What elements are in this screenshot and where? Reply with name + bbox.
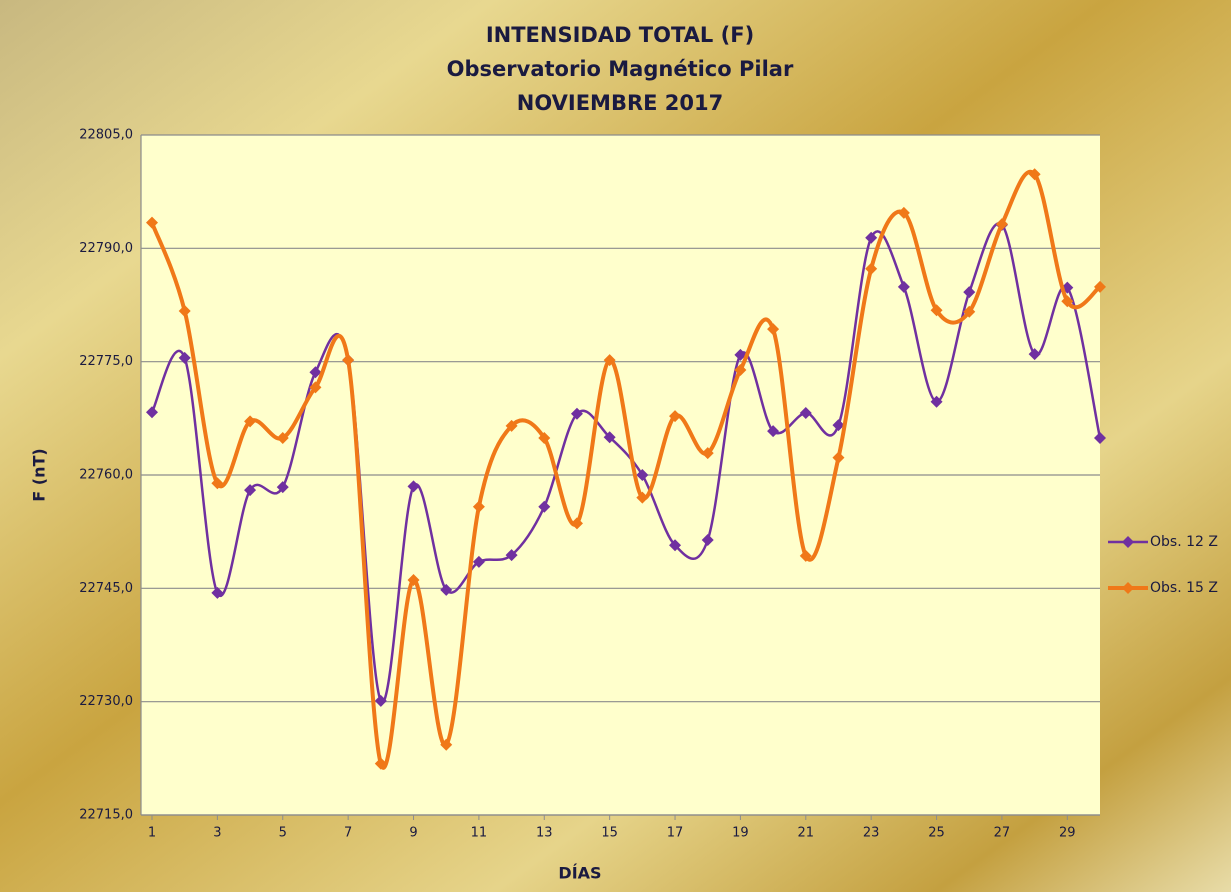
data-point (407, 480, 420, 493)
x-tick-label: 15 (601, 826, 618, 841)
y-tick-label: 22775,0 (79, 354, 133, 369)
x-tick-label: 7 (344, 826, 352, 841)
data-point (832, 419, 845, 432)
y-tick-label: 22730,0 (79, 694, 133, 709)
data-point (701, 533, 714, 546)
data-point (799, 549, 812, 562)
data-point (995, 218, 1008, 231)
data-point (636, 491, 649, 504)
data-point (244, 415, 257, 428)
data-point (538, 500, 551, 513)
y-tick-label: 22790,0 (79, 241, 133, 256)
y-tick-label: 22760,0 (79, 468, 133, 483)
y-tick-label: 22715,0 (79, 808, 133, 823)
y-tick-label: 22805,0 (79, 128, 133, 143)
data-point (570, 517, 583, 530)
data-point (505, 549, 518, 562)
legend-marker (1122, 582, 1134, 594)
data-point (636, 469, 649, 481)
data-point (865, 262, 878, 275)
x-tick-label: 13 (536, 826, 553, 841)
data-point (146, 216, 158, 229)
x-tick-label: 5 (279, 826, 287, 841)
data-point (440, 738, 453, 751)
legend-label: Obs. 15 Z (1150, 580, 1218, 596)
data-point (1061, 295, 1074, 308)
x-tick-label: 1 (148, 826, 156, 841)
data-point (570, 407, 583, 420)
data-point (146, 406, 158, 419)
legend-label: Obs. 12 Z (1150, 534, 1218, 550)
data-point (1094, 431, 1106, 444)
data-point (930, 304, 943, 317)
data-point (930, 395, 943, 408)
data-point (178, 351, 191, 364)
data-point (538, 431, 551, 444)
data-point (701, 447, 714, 460)
data-point (472, 555, 485, 568)
data-point (407, 574, 420, 587)
data-point (1028, 348, 1041, 361)
data-point (374, 694, 387, 707)
x-tick-label: 17 (667, 826, 684, 841)
x-tick-label: 3 (213, 826, 221, 841)
x-tick-label: 29 (1059, 826, 1076, 841)
data-point (767, 323, 780, 336)
x-tick-label: 21 (798, 826, 815, 841)
y-tick-label: 22745,0 (79, 581, 133, 596)
data-point (734, 363, 747, 376)
x-tick-label: 25 (928, 826, 945, 841)
data-point (897, 206, 910, 219)
data-point (309, 366, 322, 379)
data-point (505, 419, 518, 432)
data-point (342, 354, 355, 367)
chart-title: INTENSIDAD TOTAL (F) (486, 23, 754, 47)
data-point (734, 348, 747, 361)
data-point (211, 586, 224, 599)
series-line (150, 169, 1102, 770)
data-point (767, 425, 780, 438)
data-point (178, 305, 191, 318)
x-tick-label: 11 (471, 826, 488, 841)
y-axis-title: F (nT) (30, 448, 49, 501)
chart-title: Observatorio Magnético Pilar (447, 57, 794, 81)
data-point (211, 477, 224, 490)
x-tick-label: 27 (994, 826, 1011, 841)
data-point (669, 539, 682, 552)
data-point (963, 305, 976, 318)
data-point (865, 231, 878, 244)
x-tick-label: 23 (863, 826, 880, 841)
data-point (1028, 168, 1041, 181)
data-point (603, 354, 616, 367)
data-point (276, 481, 289, 494)
data-point (440, 583, 453, 596)
data-point (309, 381, 322, 394)
legend-marker (1122, 536, 1134, 548)
data-point (669, 410, 682, 423)
data-point (603, 431, 616, 444)
chart-title: NOVIEMBRE 2017 (517, 91, 723, 115)
data-point (1094, 280, 1106, 293)
data-point (276, 431, 289, 444)
data-point (897, 280, 910, 293)
data-point (832, 451, 845, 464)
data-point (799, 407, 812, 420)
data-point (244, 484, 257, 497)
x-axis-title: DÍAS (558, 864, 601, 883)
x-tick-label: 9 (409, 826, 417, 841)
data-point (374, 757, 387, 770)
x-tick-label: 19 (732, 826, 749, 841)
data-point (963, 286, 976, 299)
data-point (472, 500, 485, 513)
